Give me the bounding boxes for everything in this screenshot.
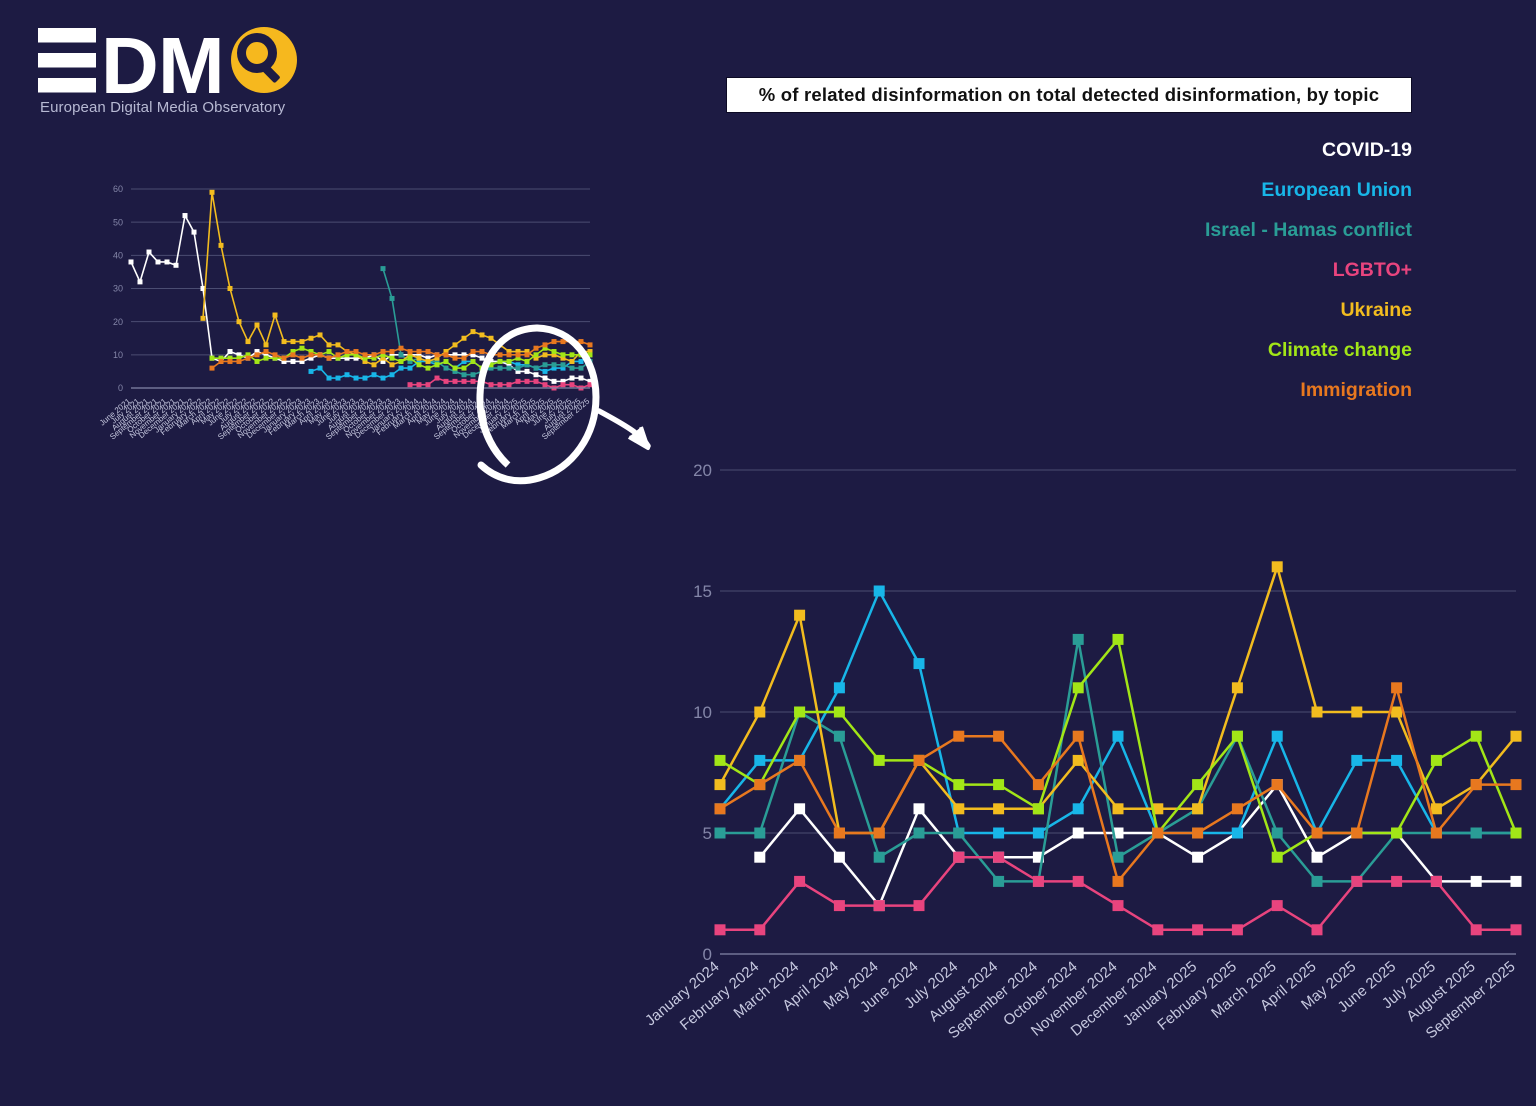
svg-text:15: 15 [693, 582, 712, 601]
svg-text:20: 20 [693, 461, 712, 480]
svg-text:50: 50 [113, 217, 123, 227]
svg-text:60: 60 [113, 184, 123, 194]
svg-text:10: 10 [693, 703, 712, 722]
svg-text:0: 0 [118, 383, 123, 393]
svg-text:5: 5 [703, 824, 712, 843]
svg-text:20: 20 [113, 317, 123, 327]
svg-text:10: 10 [113, 350, 123, 360]
svg-text:30: 30 [113, 284, 123, 294]
svg-text:D: D [101, 21, 159, 100]
svg-text:40: 40 [113, 250, 123, 260]
svg-text:M: M [158, 21, 225, 100]
